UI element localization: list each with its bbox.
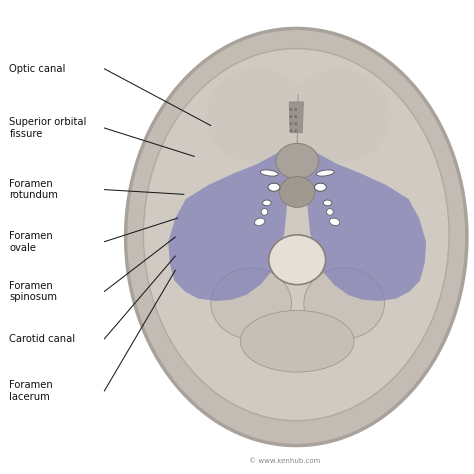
Text: Foramen
rotundum: Foramen rotundum <box>9 179 58 201</box>
Text: Optic canal: Optic canal <box>9 64 66 74</box>
Text: © www.kenhub.com: © www.kenhub.com <box>249 457 320 464</box>
Ellipse shape <box>316 170 334 176</box>
Circle shape <box>290 122 292 125</box>
Circle shape <box>294 129 297 132</box>
Text: Carotid canal: Carotid canal <box>9 334 76 344</box>
Ellipse shape <box>268 183 280 191</box>
Ellipse shape <box>323 200 332 206</box>
Ellipse shape <box>304 268 384 339</box>
Ellipse shape <box>279 177 315 208</box>
Ellipse shape <box>240 310 354 372</box>
Ellipse shape <box>206 69 310 164</box>
Circle shape <box>294 115 297 118</box>
Ellipse shape <box>269 235 326 284</box>
Polygon shape <box>168 145 289 301</box>
Circle shape <box>294 122 297 125</box>
Circle shape <box>327 209 333 215</box>
Text: Foramen
ovale: Foramen ovale <box>9 231 53 253</box>
Polygon shape <box>289 102 303 133</box>
Text: HUB: HUB <box>400 448 420 456</box>
Ellipse shape <box>315 183 326 191</box>
Ellipse shape <box>211 268 292 339</box>
Polygon shape <box>305 145 426 301</box>
Circle shape <box>290 115 292 118</box>
Circle shape <box>290 108 292 111</box>
Ellipse shape <box>260 170 278 176</box>
Ellipse shape <box>263 200 271 206</box>
Text: KEN: KEN <box>401 436 419 445</box>
Ellipse shape <box>255 218 265 226</box>
Circle shape <box>261 209 268 215</box>
Text: Superior orbital
fissure: Superior orbital fissure <box>9 117 87 139</box>
Text: Foramen
spinosum: Foramen spinosum <box>9 281 57 302</box>
Ellipse shape <box>126 28 467 446</box>
Ellipse shape <box>329 218 340 226</box>
Text: Foramen
lacerum: Foramen lacerum <box>9 380 53 402</box>
Ellipse shape <box>143 49 449 421</box>
Circle shape <box>290 129 292 132</box>
Ellipse shape <box>276 143 319 179</box>
Circle shape <box>294 108 297 111</box>
Ellipse shape <box>287 69 391 164</box>
